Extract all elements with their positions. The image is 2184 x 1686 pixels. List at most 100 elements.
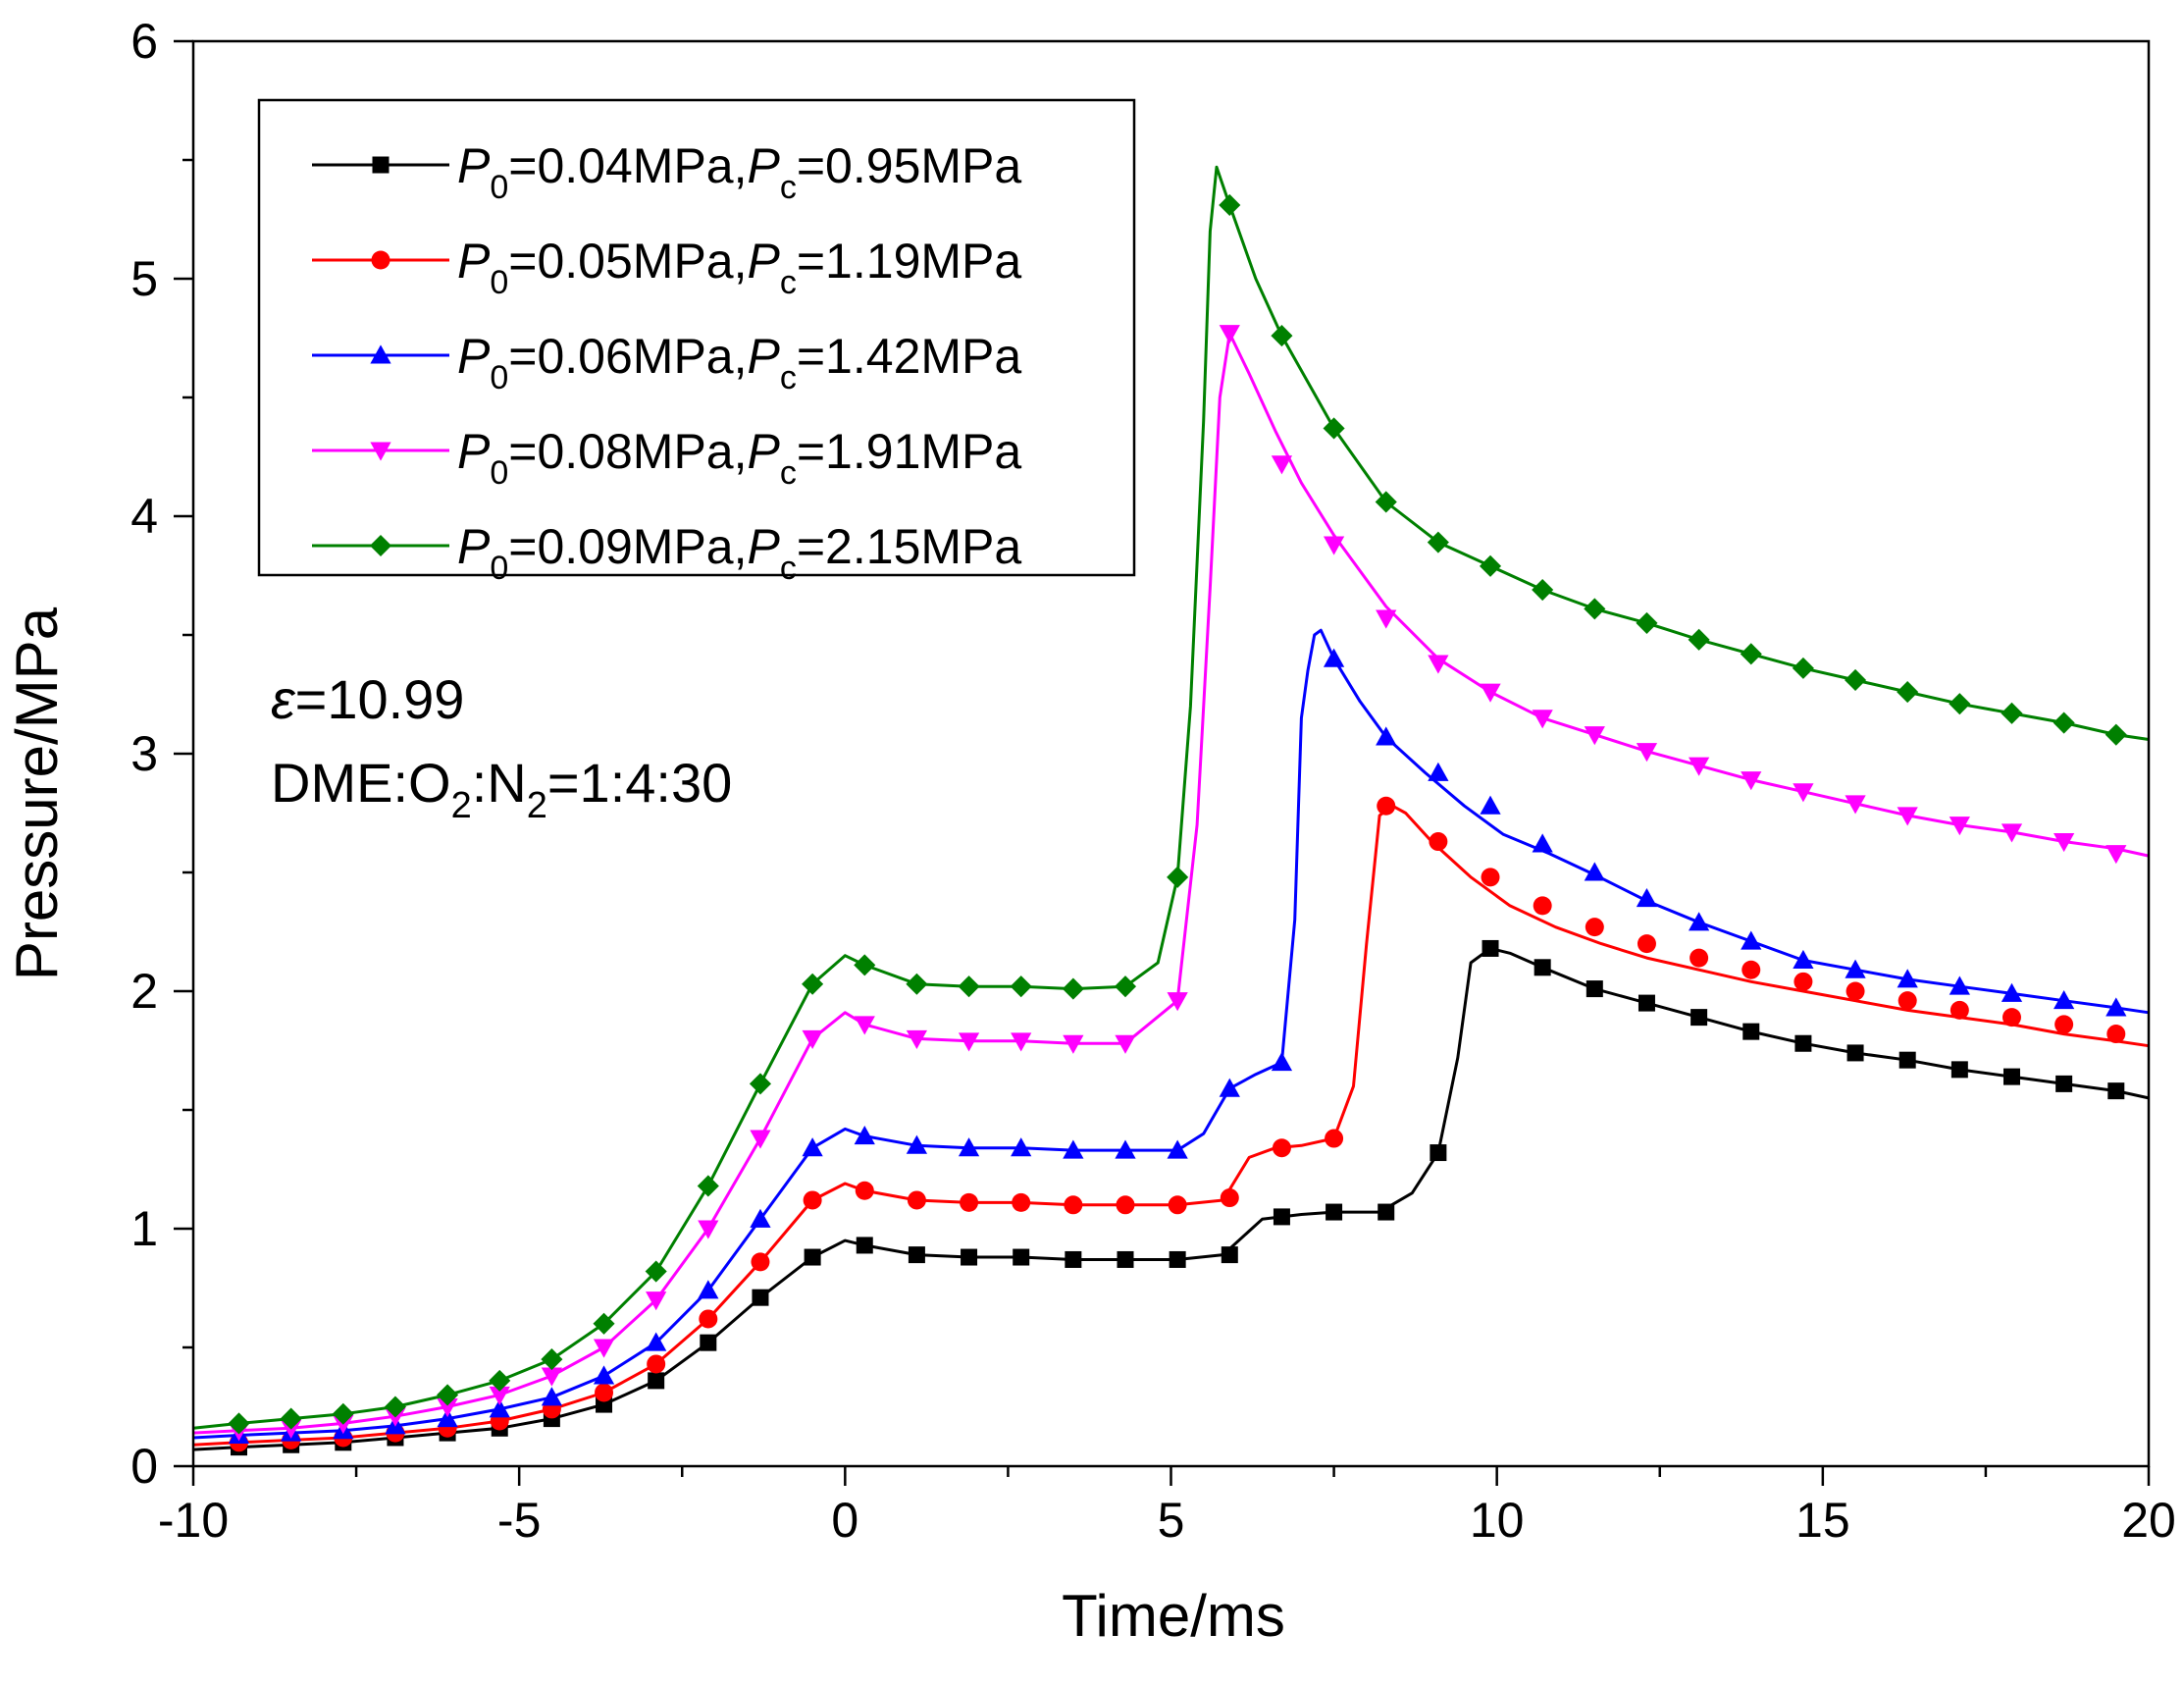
- legend-box: [257, 98, 1136, 577]
- data-point: [1323, 648, 1345, 667]
- data-point: [855, 1181, 874, 1200]
- data-point: [1688, 912, 1710, 931]
- data-point: [1742, 1023, 1760, 1040]
- data-point: [2106, 845, 2127, 865]
- data-point: [1637, 934, 1656, 954]
- data-point: [1271, 455, 1293, 475]
- data-point: [1897, 969, 1918, 988]
- data-point: [803, 1190, 822, 1210]
- y-axis-label: Pressure/MPa: [4, 606, 70, 980]
- data-point: [1115, 1034, 1136, 1054]
- data-point: [1636, 611, 1658, 634]
- compression-ratio-annotation: ε=10.99: [271, 668, 464, 730]
- data-point: [1167, 1139, 1188, 1159]
- data-point: [1375, 491, 1397, 513]
- data-point: [2107, 1082, 2125, 1100]
- data-point: [2054, 990, 2075, 1010]
- data-point: [1534, 959, 1551, 976]
- data-point: [1219, 325, 1240, 344]
- series-3: [192, 628, 2150, 1445]
- data-point: [1428, 655, 1449, 674]
- legend-label: P0=0.08MPa,Pc=1.91MPa: [457, 424, 1021, 492]
- data-point: [384, 1396, 406, 1418]
- data-point: [1845, 959, 1866, 978]
- data-point: [1794, 1034, 1812, 1052]
- data-point: [1272, 1138, 1291, 1158]
- data-point: [906, 1134, 928, 1154]
- data-point: [1688, 628, 1710, 651]
- data-point: [1636, 887, 1658, 908]
- legend-marker: [371, 250, 390, 270]
- data-point: [2002, 1008, 2021, 1027]
- x-tick-label: 5: [1158, 1493, 1185, 1548]
- data-point: [1949, 693, 1971, 715]
- data-point: [646, 1291, 667, 1311]
- data-point: [1793, 783, 1814, 803]
- data-point: [802, 1137, 823, 1157]
- data-point: [802, 1029, 823, 1050]
- data-point: [958, 975, 980, 998]
- x-tick-label: 10: [1470, 1493, 1525, 1548]
- data-point: [1378, 1203, 1395, 1221]
- y-tick-label: 2: [130, 964, 158, 1019]
- data-point: [1690, 948, 1709, 968]
- data-point: [1273, 1208, 1290, 1226]
- axes: -10 -5 0 5 10 15 20 0 1 2 3 4 5 6: [130, 14, 2176, 1548]
- data-point: [1169, 1250, 1186, 1268]
- data-point: [1062, 977, 1084, 1000]
- mixture-ratio-annotation: DME:O2:N2=1:4:30: [271, 752, 732, 826]
- data-point: [1846, 1044, 1864, 1062]
- data-point: [1585, 918, 1604, 937]
- data-point: [961, 1248, 978, 1266]
- data-point: [958, 1032, 980, 1052]
- data-point: [1429, 832, 1448, 852]
- data-point: [541, 1348, 563, 1371]
- data-point: [1532, 578, 1554, 602]
- series-5: [192, 165, 2150, 1435]
- legend-marker: [370, 344, 391, 364]
- data-point: [1532, 710, 1553, 729]
- data-point: [907, 1190, 926, 1210]
- data-point: [1065, 1250, 1082, 1268]
- legend-label: P0=0.05MPa,Pc=1.19MPa: [457, 234, 1021, 301]
- series-line: [192, 165, 2150, 1430]
- data-point: [1584, 598, 1606, 620]
- x-tick-label: 0: [831, 1493, 858, 1548]
- data-point: [2054, 1015, 2074, 1034]
- data-point: [1115, 1139, 1136, 1159]
- data-point: [1949, 975, 1970, 995]
- data-point: [958, 1137, 980, 1157]
- data-point: [2106, 1025, 2126, 1044]
- data-point: [1116, 1195, 1135, 1215]
- data-point: [1480, 795, 1501, 815]
- data-point: [2001, 823, 2023, 843]
- data-point: [906, 973, 928, 995]
- x-tick-label: -5: [497, 1493, 541, 1548]
- data-point: [1845, 668, 1867, 692]
- data-point: [804, 1248, 821, 1266]
- x-tick-label: 20: [2121, 1493, 2176, 1548]
- data-point: [1742, 960, 1761, 979]
- data-point: [489, 1369, 511, 1392]
- data-point: [854, 1016, 875, 1035]
- data-point: [1012, 1192, 1031, 1212]
- series-line: [192, 332, 2150, 1435]
- y-tick-label: 5: [130, 251, 158, 306]
- data-point: [1325, 1129, 1344, 1148]
- data-point: [1376, 726, 1397, 746]
- data-point: [1949, 817, 1970, 836]
- data-point: [1013, 1248, 1030, 1266]
- data-point: [699, 1309, 718, 1329]
- data-point: [595, 1383, 614, 1402]
- data-point: [1898, 1051, 1916, 1069]
- data-point: [908, 1246, 925, 1264]
- series-1: [192, 939, 2150, 1456]
- data-point: [1482, 939, 1499, 957]
- data-point: [280, 1407, 302, 1430]
- y-tick-label: 1: [130, 1201, 158, 1256]
- data-point: [1897, 807, 1918, 826]
- data-point: [593, 1365, 615, 1385]
- data-point: [1479, 554, 1502, 577]
- data-point: [593, 1312, 615, 1335]
- legend-marker: [372, 156, 390, 174]
